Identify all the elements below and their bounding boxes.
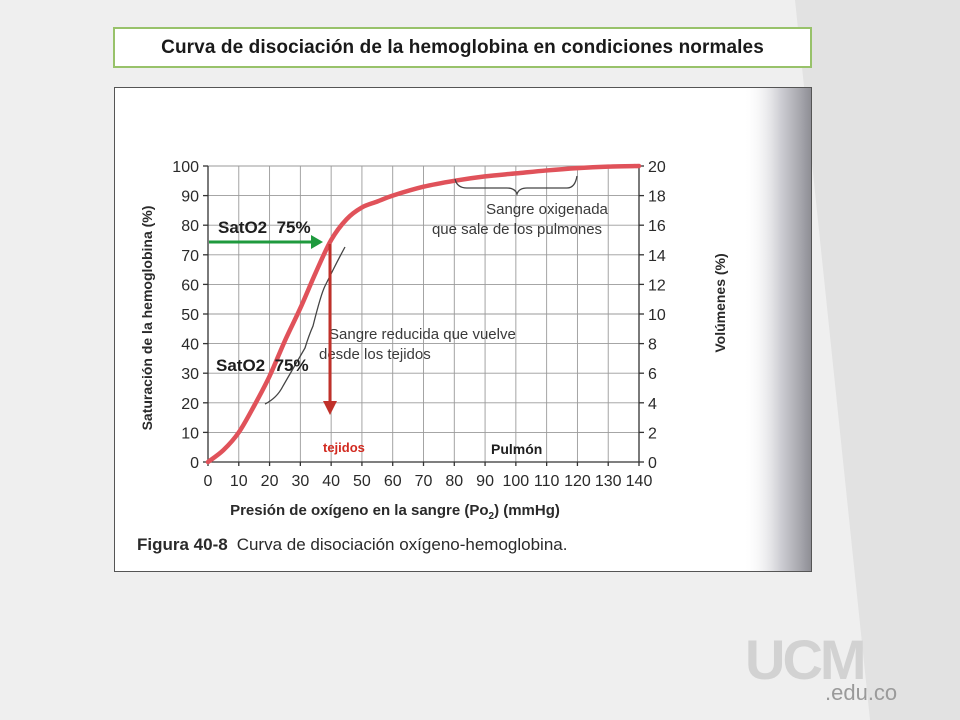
y2-tick-label: 2 (648, 425, 657, 442)
series-line (205, 163, 642, 465)
x-tick-label: 50 (353, 473, 371, 490)
page-shadow (743, 88, 811, 571)
x-tick-label: 20 (261, 473, 279, 490)
oxygenated-bracket (454, 175, 578, 197)
ucm-logo-letters: UCM (745, 628, 867, 691)
grid (207, 165, 640, 463)
red-arrow-head (323, 401, 337, 415)
y-tick-label: 30 (181, 366, 199, 383)
y-tick-label: 20 (181, 396, 199, 413)
reduced-bracket (264, 246, 346, 405)
pulmon-label: Pulmón (491, 441, 542, 457)
x-axis-label-subscript: 2 (489, 511, 495, 522)
y2-tick-label: 14 (648, 248, 666, 265)
dissociation-chart: 0 10 20 30 40 50 60 70 80 90 100 0 2 4 6 8 10 12 14 16 18 20 0… (137, 88, 811, 571)
y-tick-label: 0 (190, 455, 199, 472)
y2-axis-label: Volúmenes (%) (712, 253, 728, 352)
x-tick-label: 100 (503, 473, 530, 490)
reduced-annotation-line1: Sangre reducida que vuelve (329, 326, 516, 343)
x-axis-label-unit: ) (mmHg) (494, 502, 560, 519)
title-box: Curva de disociación de la hemoglobina e… (113, 27, 812, 68)
y2-tick-label: 18 (648, 189, 666, 206)
y-tick-label: 60 (181, 277, 199, 294)
x-tick-label: 110 (534, 473, 560, 490)
sat-lower-label: SatO2 75% (216, 356, 309, 375)
x-tick-label: 130 (595, 473, 622, 490)
oxygenated-annotation-line1: Sangre oxigenada (486, 201, 608, 218)
y-tick-label: 80 (181, 218, 199, 235)
x-tick-label: 80 (445, 473, 463, 490)
figure-frame: 0 10 20 30 40 50 60 70 80 90 100 0 2 4 6 8 10 12 14 16 18 20 0… (114, 87, 812, 572)
slide-title: Curva de disociación de la hemoglobina e… (161, 36, 764, 58)
reduced-annotation-line2: desde los tejidos (319, 346, 431, 363)
x-axis-label-text: Presión de oxígeno en la sangre (Po (230, 502, 488, 519)
ucm-logo-domain: .edu.co (825, 680, 898, 705)
x-tick-label: 90 (476, 473, 494, 490)
tick-labels: 0 10 20 30 40 50 60 70 80 90 100 0 2 4 6 8 10 12 14 16 18 20 0… (172, 159, 666, 490)
ucm-logo: UCM .edu.co (745, 628, 897, 706)
figure-caption-text: Curva de disociación oxígeno-hemoglobina… (237, 535, 568, 554)
sat-upper-label: SatO2 75% (218, 218, 311, 237)
x-tick-label: 120 (564, 473, 591, 490)
tejidos-label: tejidos (323, 440, 365, 455)
figure-caption-label: Figura 40-8 (137, 535, 228, 554)
y-tick-label: 70 (181, 248, 199, 265)
x-tick-label: 70 (415, 473, 433, 490)
x-axis-label: Presión de oxígeno en la sangre (Po2) (m… (230, 502, 560, 522)
y-tick-label: 10 (181, 425, 199, 442)
x-tick-label: 10 (230, 473, 248, 490)
y2-tick-label: 12 (648, 277, 666, 294)
y-axis-label: Saturación de la hemoglobina (%) (139, 206, 155, 431)
y2-tick-label: 4 (648, 396, 657, 413)
axes (203, 165, 644, 466)
x-tick-label: 60 (384, 473, 402, 490)
green-arrow-head (311, 235, 323, 249)
y-tick-label: 90 (181, 189, 199, 206)
y2-tick-label: 0 (648, 455, 657, 472)
y2-tick-label: 6 (648, 366, 657, 383)
y-tick-label: 50 (181, 307, 199, 324)
oxygenated-annotation-line2: que sale de los pulmones (432, 221, 602, 238)
y2-tick-label: 20 (648, 159, 666, 176)
y-tick-label: 100 (172, 159, 199, 176)
x-tick-label: 140 (626, 473, 653, 490)
x-tick-label: 30 (291, 473, 309, 490)
figure-caption: Figura 40-8 Curva de disociación oxígeno-… (137, 535, 567, 554)
y2-tick-label: 16 (648, 218, 666, 235)
y2-tick-label: 10 (648, 307, 666, 324)
y2-tick-label: 8 (648, 337, 657, 354)
y-tick-label: 40 (181, 337, 199, 354)
x-tick-label: 0 (204, 473, 213, 490)
x-tick-label: 40 (322, 473, 340, 490)
